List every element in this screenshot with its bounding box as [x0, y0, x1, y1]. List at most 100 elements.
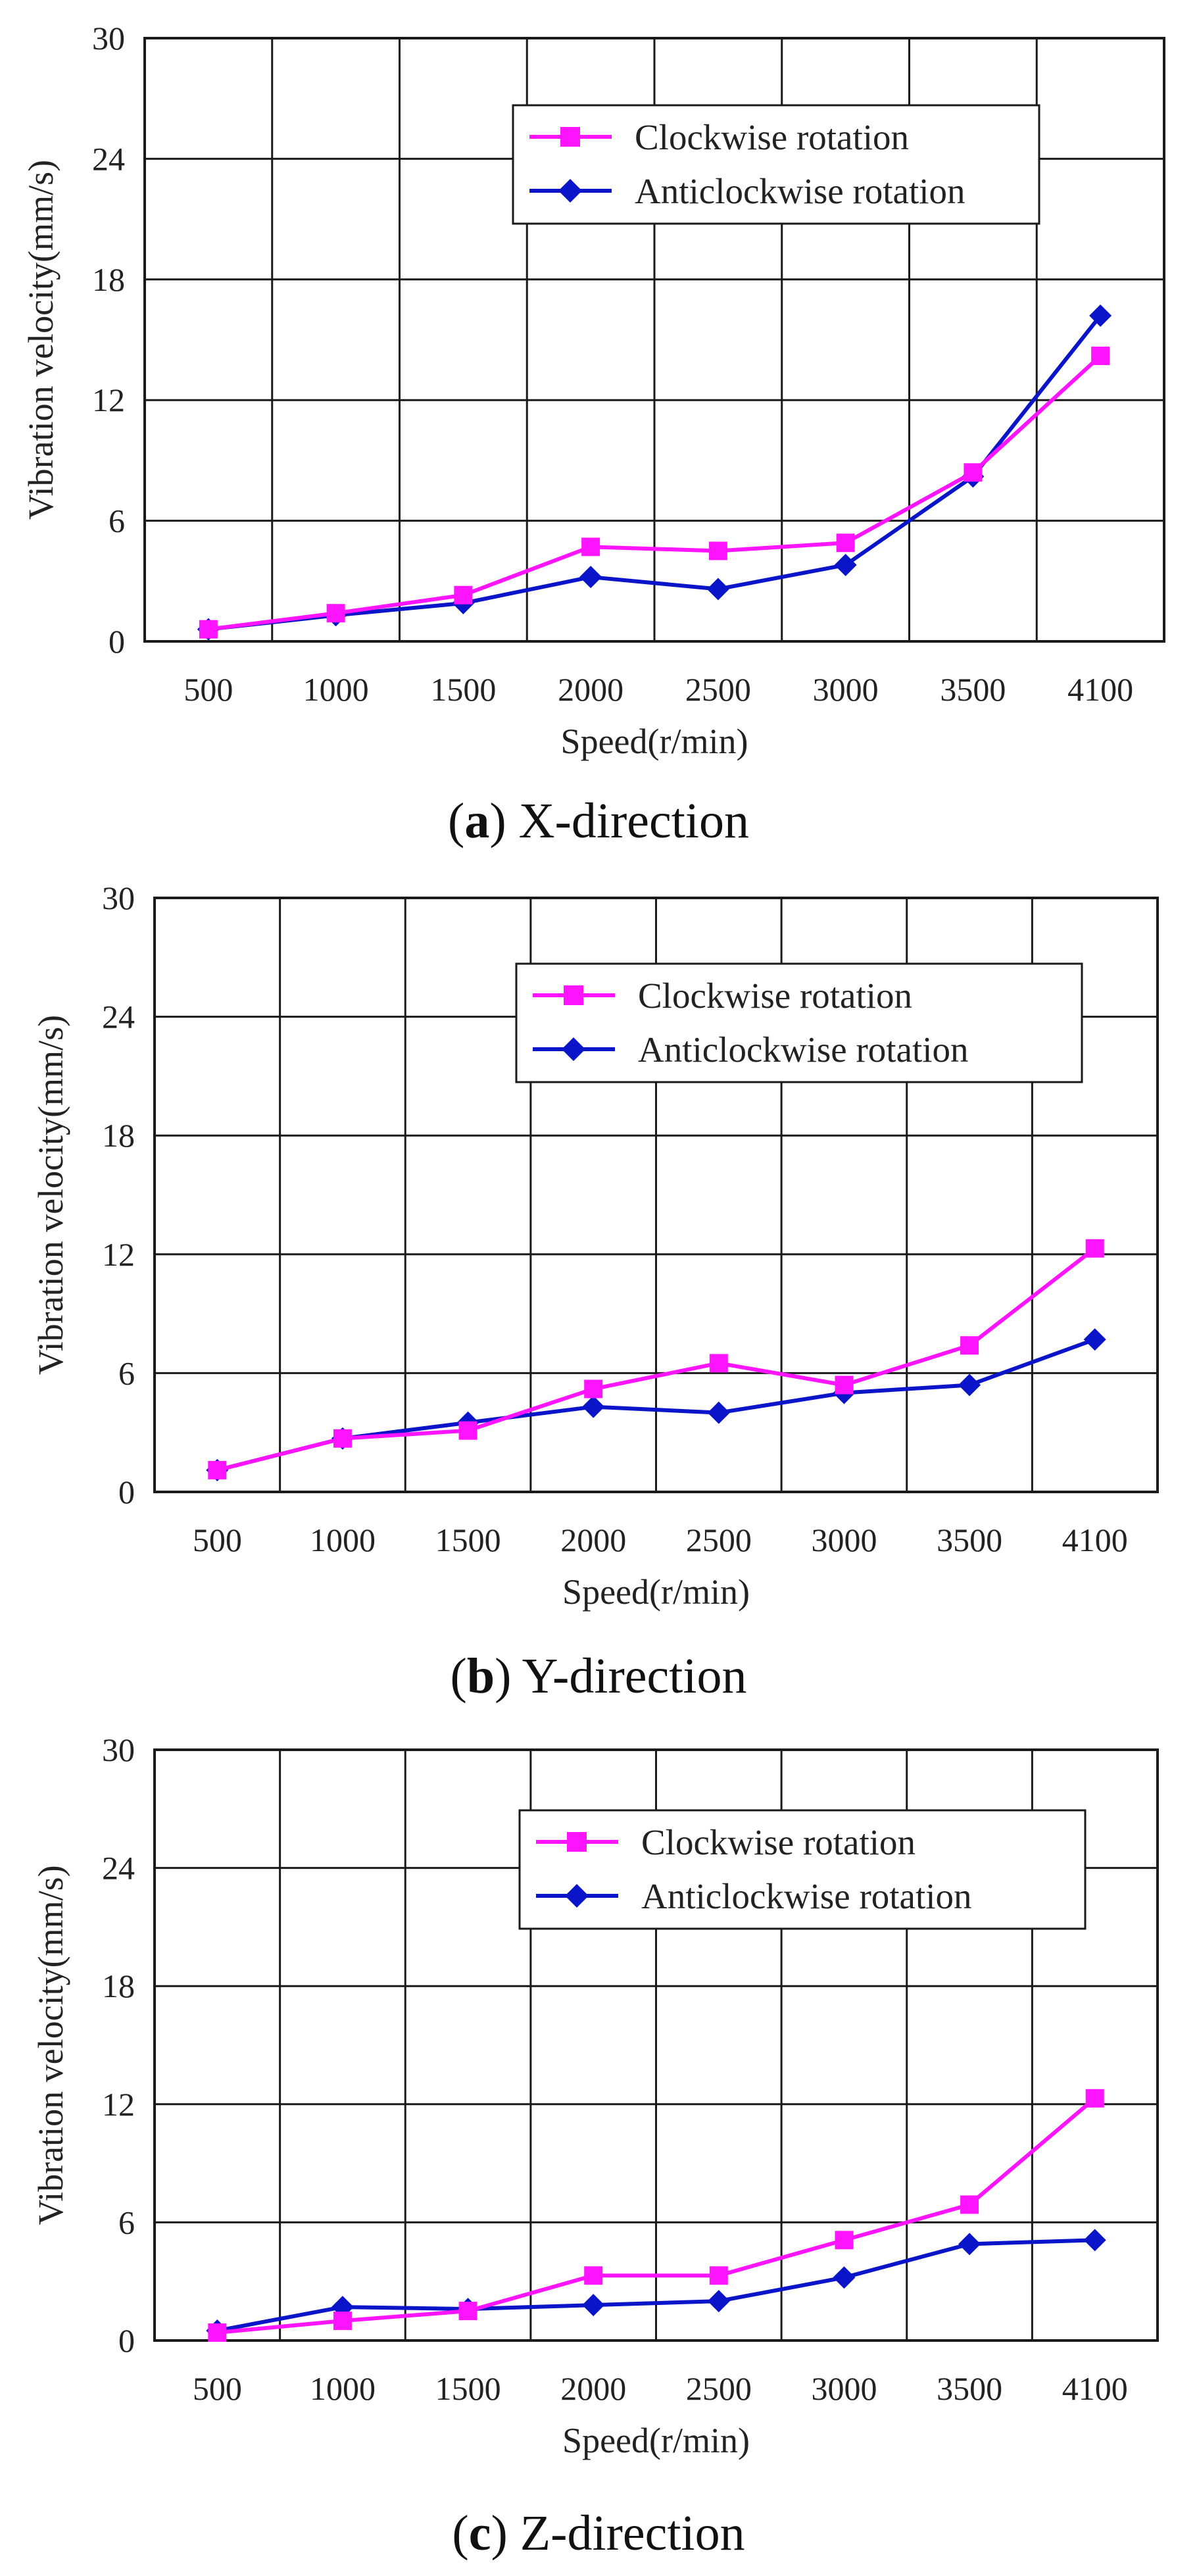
data-point-diamond — [833, 2266, 856, 2289]
data-point-square — [199, 620, 218, 639]
x-tick-label: 4100 — [1062, 2370, 1128, 2407]
data-point-diamond — [707, 2290, 730, 2313]
x-tick-label: 500 — [193, 1522, 242, 1558]
data-point-square — [835, 2231, 854, 2250]
x-axis-label: Speed(r/min) — [561, 722, 748, 761]
data-point-square — [960, 1336, 979, 1355]
x-tick-label: 2000 — [560, 1522, 626, 1558]
caption-a-letter: a — [464, 793, 490, 849]
data-point-square — [454, 585, 473, 605]
x-tick-label: 500 — [183, 671, 233, 708]
data-point-diamond — [706, 578, 729, 601]
legend-marker-diamond — [562, 1037, 585, 1061]
data-point-square — [960, 2195, 979, 2214]
data-point-square — [1085, 1239, 1104, 1258]
data-point-square — [458, 2302, 477, 2321]
legend-label: Clockwise rotation — [635, 117, 909, 157]
plot-frame — [153, 1748, 1159, 2342]
x-tick-label: 3500 — [940, 671, 1006, 708]
legend-marker-square — [564, 985, 583, 1005]
series-line-square — [216, 1247, 1096, 1472]
legend-marker-square — [567, 1832, 587, 1852]
x-tick-label: 3000 — [811, 1522, 877, 1558]
x-tick-label: 2500 — [685, 671, 751, 708]
series-line-square — [217, 2096, 1096, 2335]
caption-c: (c) Z-direction — [452, 2506, 745, 2561]
y-tick-label: 6 — [118, 2204, 135, 2241]
plot-frame — [143, 37, 1165, 643]
y-tick-label: 18 — [92, 261, 125, 298]
legend: Clockwise rotation Anticlockwise rotation — [515, 962, 1083, 1083]
x-tick-label: 4100 — [1062, 1522, 1128, 1558]
data-point-square — [208, 1460, 227, 1479]
x-tick-label: 1500 — [430, 671, 496, 708]
legend: Clockwise rotation Anticlockwise rotation — [512, 104, 1040, 225]
x-tick-label: 3000 — [813, 671, 879, 708]
x-tick-label: 2500 — [686, 1522, 752, 1558]
chart-a: 0 6 12 18 24 30 500 1000 1500 2000 2500 3000 3500 410… — [21, 20, 1165, 761]
data-point-diamond — [1083, 1328, 1106, 1351]
caption-a: (a) X-direction — [448, 793, 749, 849]
y-tick-label: 0 — [118, 2322, 135, 2359]
data-point-square — [581, 537, 600, 557]
legend-label: Anticlockwise rotation — [641, 1876, 972, 1916]
y-tick-label: 12 — [102, 1236, 135, 1273]
chart-b: 0 6 12 18 24 30 500 1000 1500 2000 2500 3000 3500 410… — [31, 879, 1159, 1612]
data-point-square — [1085, 2089, 1104, 2108]
data-point-square — [326, 604, 345, 623]
legend-box — [512, 104, 1040, 225]
x-tick-label: 3500 — [937, 1522, 1002, 1558]
caption-b-letter: b — [466, 1648, 495, 1704]
y-tick-label: 18 — [102, 1968, 135, 2004]
series-line-diamond — [208, 314, 1102, 632]
legend-marker-diamond — [565, 1884, 589, 1908]
data-point-diamond — [834, 553, 857, 576]
y-tick-label: 12 — [92, 382, 125, 418]
data-point-square — [964, 463, 983, 482]
x-axis-label: Speed(r/min) — [562, 2421, 750, 2460]
y-tick-label: 18 — [102, 1117, 135, 1154]
data-point-diamond — [958, 1374, 981, 1397]
x-tick-label: 1000 — [310, 2370, 376, 2407]
x-tick-label: 2000 — [560, 2370, 626, 2407]
data-point-diamond — [582, 1395, 605, 1418]
x-tick-label: 1500 — [435, 2370, 501, 2407]
data-point-square — [333, 2312, 352, 2331]
legend-label: Clockwise rotation — [641, 1822, 916, 1862]
y-tick-label: 12 — [102, 2086, 135, 2123]
x-axis-label: Speed(r/min) — [562, 1572, 750, 1612]
legend-box — [515, 962, 1083, 1083]
y-tick-label: 6 — [118, 1354, 135, 1391]
legend-label: Anticlockwise rotation — [638, 1029, 969, 1070]
y-tick-label: 24 — [102, 1850, 135, 1887]
data-point-square — [333, 1429, 352, 1448]
data-point-diamond — [1083, 2229, 1106, 2252]
data-point-square — [709, 1354, 728, 1373]
legend-marker-square — [560, 127, 580, 147]
data-point-diamond — [582, 2294, 605, 2317]
data-point-square — [458, 1421, 477, 1440]
series-line-square — [208, 354, 1102, 632]
x-tick-label: 500 — [193, 2370, 242, 2407]
x-tick-label: 1000 — [303, 671, 369, 708]
y-tick-label: 0 — [109, 623, 125, 660]
x-tick-label: 4100 — [1067, 671, 1133, 708]
x-tick-label: 1000 — [310, 1522, 376, 1558]
y-axis-label: Vibration velocity(mm/s) — [31, 1865, 70, 2225]
legend: Clockwise rotation Anticlockwise rotation — [518, 1809, 1087, 1930]
data-point-square — [835, 1375, 854, 1395]
caption-c-letter: c — [468, 2506, 491, 2561]
y-tick-label: 30 — [92, 20, 125, 57]
y-tick-label: 24 — [92, 140, 125, 177]
x-tick-label: 2500 — [686, 2370, 752, 2407]
data-point-diamond — [958, 2233, 981, 2256]
x-tick-label: 2000 — [558, 671, 623, 708]
data-point-diamond — [707, 1401, 730, 1424]
chart-c: 0 6 12 18 24 30 500 1000 1500 2000 2500 3000 3500 410… — [31, 1731, 1159, 2460]
data-point-square — [208, 2323, 227, 2342]
series-line-diamond — [216, 2238, 1095, 2333]
data-point-diamond — [579, 566, 602, 589]
data-point-diamond — [1089, 304, 1112, 327]
y-axis-label: Vibration velocity(mm/s) — [31, 1015, 70, 1375]
